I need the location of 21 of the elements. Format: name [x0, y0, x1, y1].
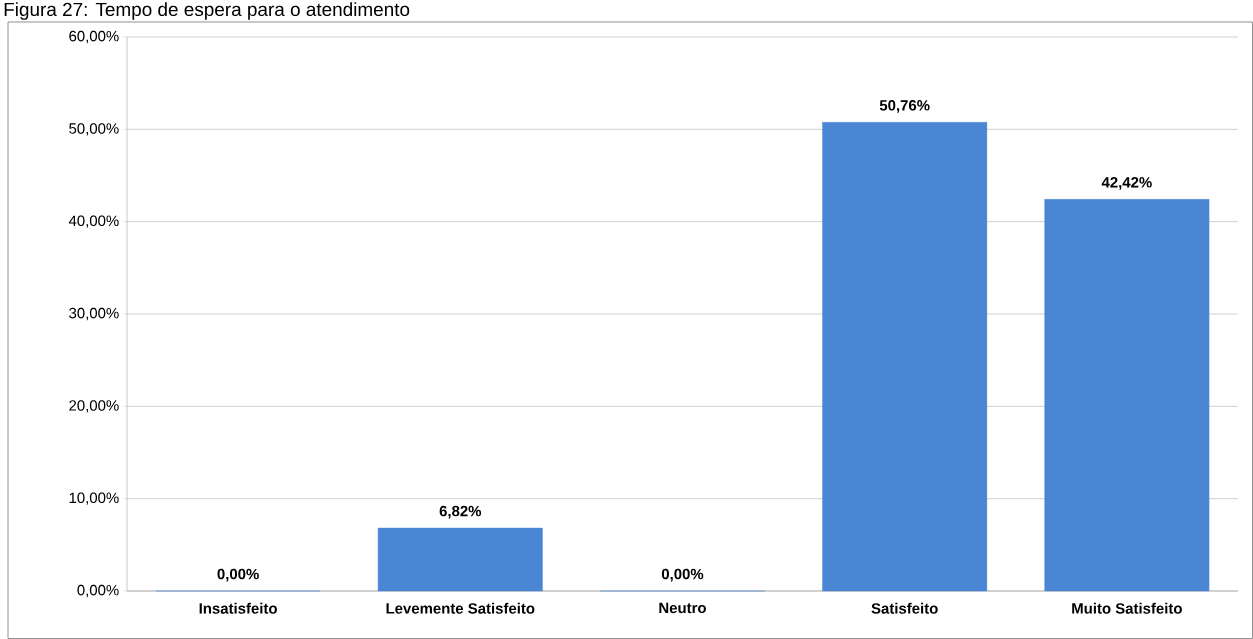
bar: [377, 527, 543, 592]
x-tick-label: Neutro: [659, 602, 706, 614]
data-label: 6,82%: [439, 505, 482, 519]
chart-title: Figura 27: Tempo de espera para o atendimento: [4, 2, 410, 20]
data-label: 42,42%: [1101, 177, 1152, 190]
data-label: 0,00%: [661, 568, 704, 582]
x-tick-label: Levemente Satisfeito: [386, 602, 535, 614]
x-tick-label: Insatisfeito: [199, 602, 277, 614]
y-tick-label: 40,00%: [68, 215, 119, 228]
y-tick-label: 50,00%: [69, 123, 119, 136]
y-tick-label: 20,00%: [69, 400, 119, 413]
x-tick-label: Satisfeito: [871, 602, 938, 614]
x-tick-label: Muito Satisfeito: [1072, 602, 1182, 614]
bar: [1044, 199, 1210, 592]
y-tick-label: 10,00%: [69, 492, 119, 505]
y-tick-label: 0,00%: [77, 584, 119, 598]
y-tick-label: 30,00%: [69, 307, 119, 321]
bar: [822, 122, 988, 592]
data-label: 0,00%: [217, 568, 259, 582]
y-tick-label: 60,00%: [69, 30, 119, 44]
data-label: 50,76%: [879, 100, 930, 113]
